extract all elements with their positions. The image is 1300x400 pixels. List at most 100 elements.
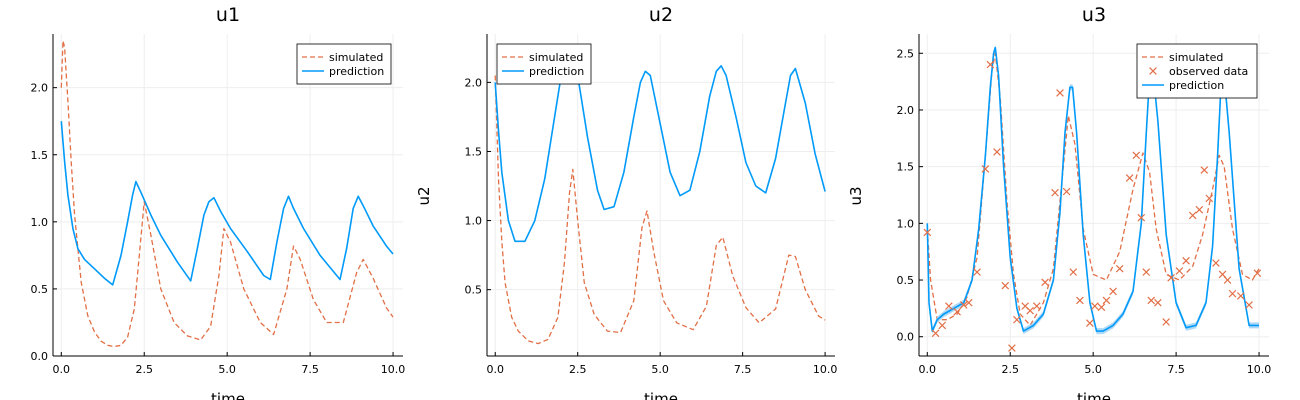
legend-label-simulated: simulated (329, 51, 383, 64)
plot-area (923, 44, 1262, 352)
observed-data-point (1212, 259, 1220, 267)
observed-data-point (1109, 287, 1117, 296)
y-axis-label: u3 (847, 186, 865, 205)
observed-data-point (923, 228, 932, 237)
legend-label-observed-data: observed data (1169, 65, 1248, 78)
y-axis-label: u2 (415, 186, 433, 205)
legend-label-prediction: prediction (329, 65, 384, 78)
observed-data-point (1086, 319, 1094, 327)
chart-title: u3 (1082, 4, 1106, 26)
observed-data-point (1102, 296, 1111, 305)
x-axis-label: time (211, 390, 245, 400)
x-tick-label: 2.5 (569, 363, 587, 376)
y-tick-label: 1.0 (465, 215, 483, 228)
x-tick-label: 5.0 (651, 363, 669, 376)
x-tick-label: 7.5 (301, 363, 319, 376)
series-line-simulated (926, 52, 1260, 327)
y-tick-label: 0.5 (897, 274, 915, 287)
observed-data-point (953, 307, 961, 316)
observed-data-point (1069, 268, 1078, 276)
observed-data-point (964, 298, 973, 307)
observed-data-point (1008, 344, 1016, 352)
y-tick-label: 0.0 (897, 331, 915, 344)
series-line-simulated (60, 40, 394, 348)
chart-title: u2 (649, 4, 673, 26)
legend-box (296, 43, 392, 85)
observed-data-point (1091, 302, 1099, 310)
series-line-prediction (926, 46, 1259, 332)
observed-data-point (1182, 256, 1190, 265)
observed-data-point (986, 60, 995, 69)
x-tick-label: 10.0 (1247, 363, 1272, 376)
series-line-simulated (494, 75, 826, 345)
observed-data-point (1051, 188, 1059, 197)
legend-label-prediction: prediction (1169, 79, 1224, 92)
observed-data-point (973, 268, 981, 276)
observed-data-point (1041, 278, 1049, 287)
observed-data-point (1032, 302, 1041, 310)
plot-area (60, 40, 394, 348)
legend-label-simulated: simulated (1169, 51, 1223, 64)
legend-swatch-observed-data (1149, 67, 1157, 75)
observed-data-point (945, 302, 953, 310)
observed-data-point (1200, 166, 1209, 174)
legend-box (496, 43, 592, 85)
y-tick-label: 1.0 (897, 217, 915, 230)
series-line-prediction (60, 121, 394, 286)
legend-box (1136, 43, 1258, 99)
y-tick-label: 2.0 (465, 76, 483, 89)
observed-data-point (1137, 213, 1146, 222)
observed-data-point (1167, 273, 1175, 282)
x-tick-label: 7.5 (734, 363, 752, 376)
observed-data-point (1175, 267, 1184, 275)
y-tick-label: 2.0 (31, 82, 49, 95)
panel-u1: u1 0.0 2.5 5.0 7.5 10.00.00.51.01.52.0 time … (31, 4, 406, 400)
observed-data-point (1076, 296, 1084, 305)
y-tick-label: 0.5 (31, 283, 49, 296)
observed-data-point (1097, 303, 1106, 312)
y-tick-label: 2.5 (897, 47, 915, 60)
observed-data-point (1188, 211, 1197, 220)
y-tick-label: 1.5 (897, 161, 915, 174)
observed-data-point (1026, 306, 1034, 315)
x-axis-label: time (1077, 390, 1111, 400)
y-tick-label: 0.0 (31, 350, 49, 363)
series-line-prediction (494, 46, 826, 243)
x-tick-label: 2.5 (1001, 363, 1019, 376)
observed-data-point (1253, 269, 1262, 278)
observed-data-point (938, 321, 947, 330)
plot-area (494, 46, 826, 345)
axes: 0.0 2.5 5.0 7.5 10.0 0.0 0.5 1.0 1.5 2.0 (31, 34, 405, 376)
observed-data-point (1245, 301, 1253, 309)
y-tick-label: 2.0 (897, 104, 915, 117)
observed-data-point (1195, 205, 1204, 214)
y-tick-label: 0.5 (465, 284, 483, 297)
y-tick-label: 1.5 (465, 145, 483, 158)
legend-label-simulated: simulated (529, 51, 583, 64)
observed-data-point (993, 148, 1001, 156)
x-tick-label: 7.5 (1167, 363, 1185, 376)
observed-data-point (1154, 298, 1162, 307)
y-tick-label: 1.5 (31, 149, 49, 162)
observed-data-point (1142, 268, 1151, 276)
x-tick-label: 2.5 (135, 363, 153, 376)
panel-u3: u3 0.0 2.5 5.0 7.5 10.0 0.0 0.5 1.0 1.5 2.0 2.5 ti… (847, 4, 1271, 400)
x-axis-label: time (644, 390, 678, 400)
observed-data-point (1223, 276, 1232, 284)
observed-data-point (959, 301, 968, 309)
observed-data-point (1205, 194, 1214, 203)
axes: 0.0 2.5 5.0 7.5 10.0 0.5 1.0 1.5 2.0 (465, 34, 838, 376)
observed-data-point (1236, 292, 1245, 300)
x-tick-label: 10.0 (813, 363, 838, 376)
x-tick-label: 0.0 (486, 363, 504, 376)
observed-data-point (1147, 296, 1156, 305)
observed-data-point (1013, 315, 1021, 324)
observed-data-point (1001, 281, 1010, 290)
x-tick-label: 0.0 (53, 363, 71, 376)
observed-data-point (1115, 264, 1124, 273)
legend-label-prediction: prediction (529, 65, 584, 78)
